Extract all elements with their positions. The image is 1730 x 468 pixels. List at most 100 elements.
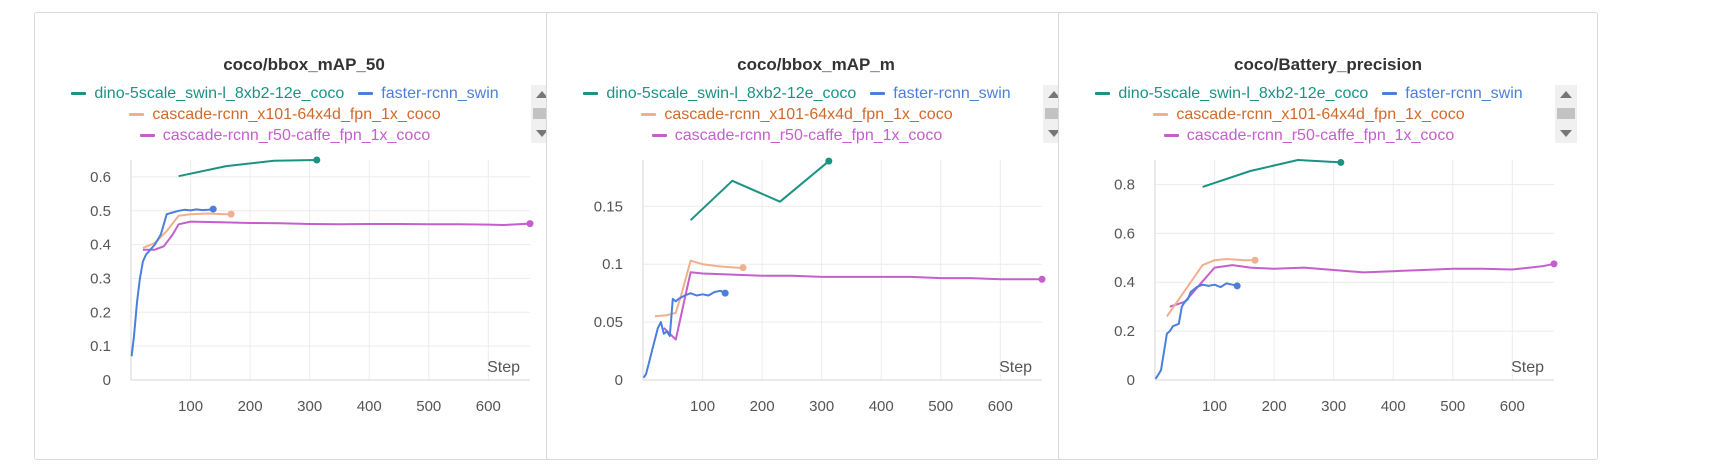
x-axis-label: Step [487,359,520,376]
legend-item-cascade-r50[interactable]: cascade-rcnn_r50-caffe_fpn_1x_coco [1163,125,1455,146]
scroll-up-icon[interactable] [1048,91,1060,98]
series-line-cascade-r50[interactable] [663,271,1042,341]
y-tick-label: 0.6 [1114,225,1135,242]
series-endpoint-faster[interactable] [1233,282,1241,290]
series-endpoint-dino[interactable] [825,157,833,165]
legend-swatch [870,92,886,95]
legend-row: cascade-rcnn_x101-64x4d_fpn_1x_coco [55,104,515,125]
scroll-up-icon[interactable] [1560,91,1572,98]
series-endpoint-faster[interactable] [209,205,217,213]
x-axis-label: Step [999,359,1032,376]
legend-item-cascade-r50[interactable]: cascade-rcnn_r50-caffe_fpn_1x_coco [139,125,431,146]
legend-item-dino[interactable]: dino-5scale_swin-l_8xb2-12e_coco [1095,83,1368,104]
legend-swatch [1095,92,1111,95]
legend-item-cascade-r50[interactable]: cascade-rcnn_r50-caffe_fpn_1x_coco [651,125,942,146]
legend-label: cascade-rcnn_x101-64x4d_fpn_1x_coco [1176,106,1465,123]
series-endpoint-dino[interactable] [313,156,321,164]
legend-row: cascade-rcnn_x101-64x4d_fpn_1x_coco [1079,104,1539,125]
series-endpoint-cascade-x101[interactable] [739,264,747,272]
legend-item-dino[interactable]: dino-5scale_swin-l_8xb2-12e_coco [583,83,856,104]
y-tick-label: 0.8 [1114,176,1135,193]
legend-label: faster-rcnn_swin [1405,85,1523,102]
series-endpoint-faster[interactable] [721,289,729,297]
legend-item-faster[interactable]: faster-rcnn_swin [1382,83,1523,104]
legend-row: dino-5scale_swin-l_8xb2-12e_coco faster-r… [567,83,1027,104]
legend-label: cascade-rcnn_r50-caffe_fpn_1x_coco [1186,127,1455,144]
chart-panel: 0 0.05 0.1 0.15 100 200 300 400 500 600 Step coco/b… [546,12,1086,460]
x-tick-label: 200 [1262,398,1287,415]
y-tick-label: 0.3 [90,270,111,287]
legend-row: cascade-rcnn_r50-caffe_fpn_1x_coco [1079,125,1539,146]
series-line-faster[interactable] [1154,282,1238,380]
series-line-cascade-x101[interactable] [654,259,743,318]
y-tick-label: 0 [615,372,623,389]
y-tick-label: 0.2 [90,304,111,321]
series-line-dino[interactable] [178,159,317,178]
legend-row: dino-5scale_swin-l_8xb2-12e_coco faster-r… [1079,83,1539,104]
legend-label: faster-rcnn_swin [381,85,499,102]
legend-label: dino-5scale_swin-l_8xb2-12e_coco [606,85,857,102]
x-tick-label: 500 [416,398,441,415]
legend-item-cascade-x101[interactable]: cascade-rcnn_x101-64x4d_fpn_1x_coco [1153,104,1465,125]
scroll-thumb[interactable] [1557,108,1575,119]
series-endpoint-cascade-r50[interactable] [1550,260,1558,268]
x-tick-label: 100 [178,398,203,415]
legend-item-cascade-x101[interactable]: cascade-rcnn_x101-64x4d_fpn_1x_coco [129,104,441,125]
series-line-dino[interactable] [689,160,830,221]
chart-title: coco/bbox_mAP_m [737,55,895,74]
scroll-down-icon[interactable] [1048,130,1060,137]
y-tick-label: 0.1 [602,256,623,273]
chart-panel: 0 0.1 0.2 0.3 0.4 0.5 0.6 100 200 300 400 500 600 Ste… [34,12,574,460]
legend-item-dino[interactable]: dino-5scale_swin-l_8xb2-12e_coco [71,83,344,104]
series-endpoint-cascade-r50[interactable] [1038,275,1046,283]
series-endpoint-dino[interactable] [1337,158,1345,166]
legend-item-cascade-x101[interactable]: cascade-rcnn_x101-64x4d_fpn_1x_coco [641,104,953,125]
series-endpoint-cascade-r50[interactable] [526,220,534,228]
series-line-cascade-x101[interactable] [1166,258,1255,317]
y-tick-label: 0 [1127,372,1135,389]
scroll-up-icon[interactable] [536,91,548,98]
x-tick-label: 200 [238,398,263,415]
scroll-down-icon[interactable] [1560,130,1572,137]
series-endpoint-cascade-x101[interactable] [227,210,235,218]
legend-row: cascade-rcnn_r50-caffe_fpn_1x_coco [567,125,1027,146]
y-tick-label: 0.15 [594,198,623,215]
x-tick-label: 400 [357,398,382,415]
series-line-faster[interactable] [642,289,726,379]
y-tick-label: 0.6 [90,169,111,186]
series-line-faster[interactable] [130,208,214,357]
x-tick-label: 200 [750,398,775,415]
y-tick-label: 0.1 [90,338,111,355]
series-line-cascade-r50[interactable] [1169,262,1555,308]
x-axis-label: Step [1511,359,1544,376]
legend-swatch [641,113,657,116]
legend-scrollbar[interactable] [1555,85,1577,143]
legend-label: cascade-rcnn_r50-caffe_fpn_1x_coco [162,127,431,144]
legend-label: cascade-rcnn_x101-64x4d_fpn_1x_coco [664,106,953,123]
series-line-dino[interactable] [1202,159,1341,188]
legend-swatch [651,134,667,137]
legend-swatch [583,92,599,95]
legend-swatch [71,92,87,95]
legend-swatch [129,113,145,116]
legend-item-faster[interactable]: faster-rcnn_swin [870,83,1011,104]
y-tick-label: 0.05 [594,314,623,331]
y-tick-label: 0.2 [1114,323,1135,340]
legend-label: dino-5scale_swin-l_8xb2-12e_coco [94,85,345,102]
legend-swatch [1163,134,1179,137]
x-tick-label: 100 [1202,398,1227,415]
legend-swatch [358,92,374,95]
series-line-cascade-r50[interactable] [142,220,531,251]
scroll-down-icon[interactable] [536,130,548,137]
legend-row: dino-5scale_swin-l_8xb2-12e_coco faster-r… [55,83,515,104]
x-tick-label: 600 [1500,398,1525,415]
legend-swatch [1382,92,1398,95]
chart-panel: 0 0.2 0.4 0.6 0.8 100 200 300 400 500 600 Step coco/… [1058,12,1598,460]
legend-item-faster[interactable]: faster-rcnn_swin [358,83,499,104]
series-endpoint-cascade-x101[interactable] [1251,256,1259,264]
scroll-thumb[interactable] [533,108,551,119]
y-tick-label: 0.5 [90,203,111,220]
y-tick-label: 0.4 [90,237,111,254]
chart-legend: dino-5scale_swin-l_8xb2-12e_coco faster-r… [567,83,1027,146]
scroll-thumb[interactable] [1045,108,1063,119]
